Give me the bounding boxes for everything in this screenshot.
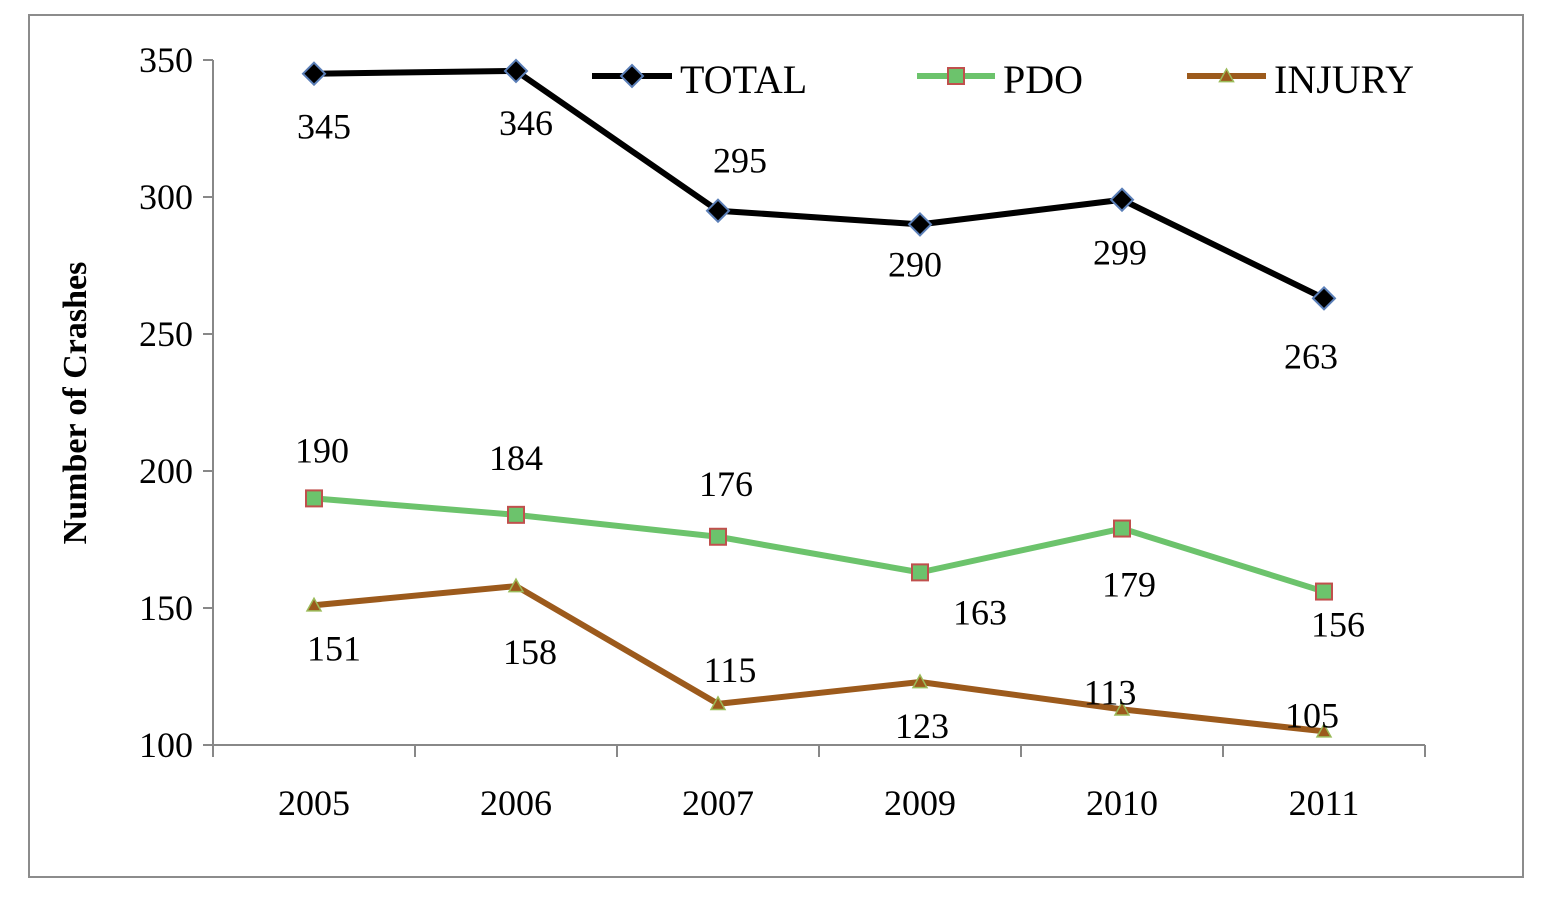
data-label-pdo: 163 [953, 592, 1007, 632]
data-point-injury [1113, 700, 1131, 716]
data-label-total: 295 [713, 141, 767, 181]
data-point-total [503, 58, 529, 84]
series-line-total [313, 67, 1326, 302]
legend-item-injury: INJURY [1187, 57, 1414, 102]
legend-item-pdo: PDO [917, 57, 1083, 102]
series-line-pdo [313, 495, 1325, 595]
data-point-pdo [305, 489, 323, 508]
legend-item-total: TOTAL [592, 57, 807, 102]
series-total [301, 58, 1337, 311]
data-point-total [907, 211, 933, 237]
data-label-injury: 123 [895, 706, 949, 746]
y-tick-label: 100 [139, 725, 193, 765]
y-tick-label: 250 [139, 314, 193, 354]
legend-label-pdo: PDO [1003, 57, 1083, 102]
legend-marker-total [619, 63, 645, 89]
data-point-pdo [911, 563, 929, 582]
x-tick-label: 2005 [278, 783, 350, 823]
series-pdo [305, 489, 1333, 601]
data-point-pdo [1315, 582, 1333, 601]
data-label-total: 290 [888, 244, 942, 284]
data-label-injury: 158 [503, 632, 557, 672]
y-axis-label: Number of Crashes [57, 262, 94, 545]
series-layer [301, 58, 1337, 738]
data-label-injury: 151 [307, 628, 361, 668]
legend-label-injury: INJURY [1274, 57, 1414, 102]
chart-frame [28, 14, 1524, 878]
series-injury [305, 577, 1333, 738]
x-tick-label: 2011 [1289, 783, 1360, 823]
data-point-total [301, 61, 327, 87]
data-point-injury [305, 596, 323, 612]
data-label-total: 263 [1284, 336, 1338, 376]
data-label-injury: 105 [1285, 695, 1339, 735]
legend: TOTAL PDO INJURY [592, 57, 1414, 102]
y-tick-label: 200 [139, 451, 193, 491]
data-point-total [705, 198, 731, 224]
legend-label-total: TOTAL [680, 57, 807, 102]
data-label-injury: 115 [704, 650, 757, 690]
data-point-total [1311, 285, 1337, 311]
data-label-pdo: 190 [295, 430, 349, 470]
axes: 100 150 200 250 300 350 2005 2006 2007 2009 2010 20… [139, 40, 1426, 823]
data-point-injury [911, 673, 929, 689]
series-line-injury [313, 583, 1325, 735]
data-label-total: 345 [297, 107, 351, 147]
data-label-injury: 113 [1084, 672, 1137, 712]
x-tick-label: 2010 [1086, 783, 1158, 823]
data-point-pdo [1113, 519, 1131, 538]
data-label-pdo: 176 [699, 464, 753, 504]
data-point-pdo [709, 527, 727, 546]
data-labels: 345 346 295 290 299 263 190 184 176 163 179 156 151 1… [295, 103, 1365, 746]
x-tick-label: 2007 [682, 783, 754, 823]
y-tick-label: 300 [139, 177, 193, 217]
data-label-pdo: 179 [1102, 565, 1156, 605]
x-tick-label: 2009 [884, 783, 956, 823]
x-tick-label: 2006 [480, 783, 552, 823]
data-point-injury [507, 577, 525, 593]
legend-marker-injury [1218, 67, 1235, 83]
data-point-injury [1315, 722, 1333, 738]
data-label-total: 299 [1093, 233, 1147, 273]
data-point-injury [709, 695, 727, 711]
data-label-pdo: 184 [489, 438, 543, 478]
data-label-pdo: 156 [1311, 605, 1365, 645]
data-point-pdo [507, 505, 525, 524]
data-label-total: 346 [499, 103, 553, 143]
y-tick-label: 150 [139, 588, 193, 628]
data-point-total [1109, 187, 1135, 213]
legend-marker-pdo [947, 67, 965, 85]
y-tick-label: 350 [139, 40, 193, 80]
